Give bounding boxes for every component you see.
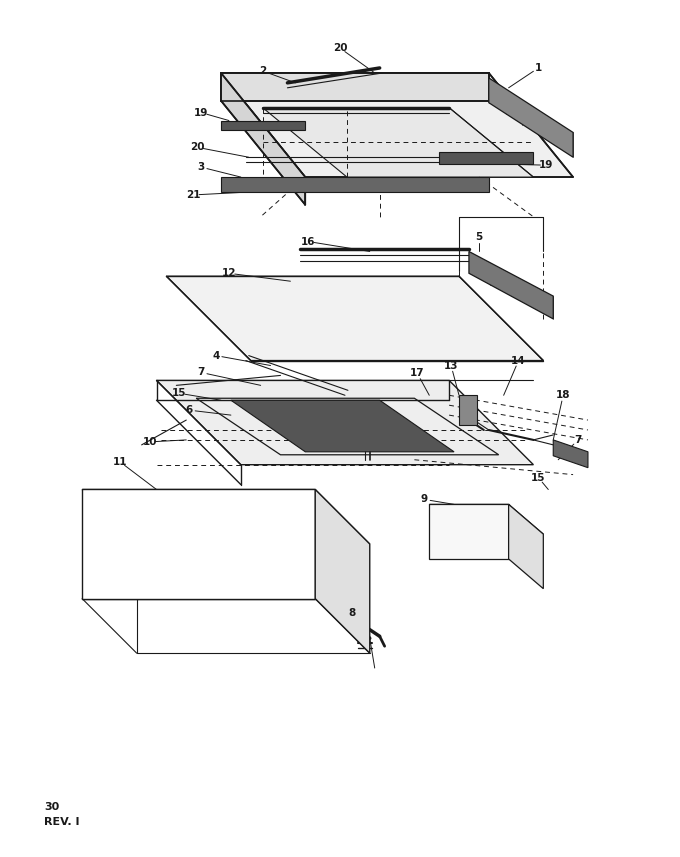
Text: 20: 20 xyxy=(333,43,347,53)
Polygon shape xyxy=(221,177,489,192)
Text: REV. I: REV. I xyxy=(44,817,80,827)
Polygon shape xyxy=(82,489,316,598)
Polygon shape xyxy=(469,251,554,319)
Text: 19: 19 xyxy=(539,160,554,171)
Text: 3: 3 xyxy=(197,162,205,172)
Text: 14: 14 xyxy=(511,356,526,366)
Text: 5: 5 xyxy=(475,231,483,242)
Polygon shape xyxy=(221,73,305,205)
Polygon shape xyxy=(554,440,588,468)
Text: 12: 12 xyxy=(222,268,236,279)
Text: 2: 2 xyxy=(259,66,267,76)
Text: 9: 9 xyxy=(421,494,428,505)
Polygon shape xyxy=(221,121,305,130)
Polygon shape xyxy=(82,489,370,544)
Text: 15: 15 xyxy=(531,472,545,482)
Text: 7: 7 xyxy=(575,434,581,445)
Polygon shape xyxy=(489,78,573,157)
Polygon shape xyxy=(221,73,573,177)
Text: 13: 13 xyxy=(444,361,458,370)
Polygon shape xyxy=(221,73,489,101)
Text: 19: 19 xyxy=(194,108,208,117)
Polygon shape xyxy=(167,276,543,361)
Text: 30: 30 xyxy=(44,802,60,812)
Polygon shape xyxy=(262,108,533,177)
Polygon shape xyxy=(429,505,543,534)
Text: 15: 15 xyxy=(172,388,186,399)
Polygon shape xyxy=(459,395,477,425)
Text: 4: 4 xyxy=(212,351,220,361)
Polygon shape xyxy=(231,400,454,452)
Polygon shape xyxy=(439,153,533,165)
Text: 1: 1 xyxy=(534,63,542,73)
Polygon shape xyxy=(509,505,543,589)
Text: 18: 18 xyxy=(556,390,571,400)
Polygon shape xyxy=(316,489,370,653)
Text: 6: 6 xyxy=(186,405,193,415)
Text: 7: 7 xyxy=(197,368,205,377)
Polygon shape xyxy=(156,381,533,464)
Polygon shape xyxy=(429,505,509,559)
Text: 11: 11 xyxy=(113,457,127,467)
Text: 16: 16 xyxy=(301,237,316,247)
Text: 10: 10 xyxy=(142,437,157,446)
Text: 8: 8 xyxy=(348,608,356,619)
Text: 21: 21 xyxy=(186,190,201,200)
Text: 17: 17 xyxy=(410,369,425,379)
Text: 20: 20 xyxy=(190,142,205,153)
